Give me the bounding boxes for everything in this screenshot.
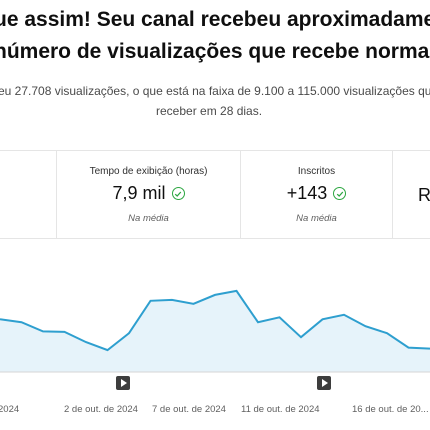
headline-line-1: ue assim! Seu canal recebeu aproximadame xyxy=(0,8,430,31)
x-axis-tick-label: 16 de out. de 20... xyxy=(352,404,429,415)
metric-label: Tempo de exibição (horas) xyxy=(89,166,208,177)
metric-note: Na média xyxy=(296,213,337,224)
summary-line-1: eu 27.708 visualizações, o que está na f… xyxy=(0,84,430,98)
x-axis-tick-label: 2024 xyxy=(0,404,20,415)
video-published-marker-icon[interactable] xyxy=(116,376,130,390)
headline-line-2: número de visualizações que recebe norma… xyxy=(0,40,430,63)
views-chart[interactable] xyxy=(0,270,430,380)
summary-line-2: receber em 28 dias. xyxy=(156,104,263,118)
metric-value: +143 xyxy=(287,183,347,204)
metric-divider xyxy=(56,150,57,238)
metric-label: Inscritos xyxy=(297,166,336,177)
check-circle-icon xyxy=(333,187,347,200)
metric-watch-time[interactable]: Tempo de exibição (horas) 7,9 mil Na méd… xyxy=(57,166,240,224)
metric-value-text: 7,9 mil xyxy=(112,183,166,203)
metric-subscribers[interactable]: Inscritos +143 Na média xyxy=(241,166,392,224)
video-published-marker-icon[interactable] xyxy=(317,376,331,390)
x-axis-tick-label: 11 de out. de 2024 xyxy=(241,404,320,415)
metric-value: 7,9 mil xyxy=(112,183,185,204)
metric-divider xyxy=(240,150,241,238)
check-circle-icon xyxy=(171,187,185,200)
x-axis-tick-label: 7 de out. de 2024 xyxy=(152,404,226,415)
metric-partial-value[interactable]: R xyxy=(418,185,430,205)
chart-area xyxy=(0,290,430,372)
metric-note: Na média xyxy=(128,213,169,224)
x-axis-tick-label: 2 de out. de 2024 xyxy=(64,404,138,415)
metrics-top-divider xyxy=(0,150,430,151)
metric-value-text: +143 xyxy=(286,183,328,203)
metrics-bottom-divider xyxy=(0,238,430,239)
chart-line xyxy=(0,289,430,352)
metric-divider xyxy=(392,150,393,238)
